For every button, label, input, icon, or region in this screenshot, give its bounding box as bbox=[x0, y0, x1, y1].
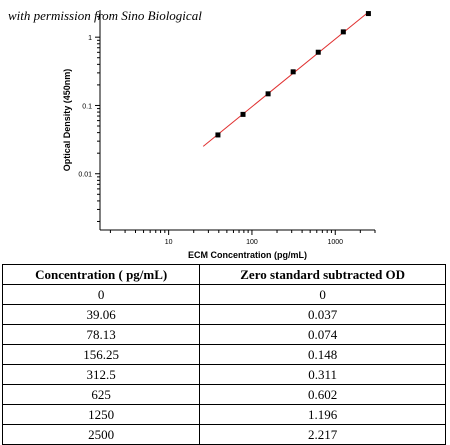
chart-labels: 10 100 1000 0.01 0.1 1 ECM Concentration (pg/m… bbox=[62, 35, 343, 260]
chart-axes bbox=[95, 10, 376, 235]
column-header-concentration: Concentration ( pg/mL) bbox=[1, 264, 201, 285]
standard-curve-chart: 10 100 1000 0.01 0.1 1 ECM Concentration (pg/m… bbox=[62, 10, 376, 260]
data-point bbox=[215, 132, 221, 138]
data-point bbox=[290, 69, 296, 75]
table-cell: 0.037 bbox=[199, 304, 446, 325]
table-cell: 1250 bbox=[1, 404, 201, 425]
table-header-row: Concentration ( pg/mL) Zero standard sub… bbox=[1, 264, 446, 285]
table-cell: 625 bbox=[1, 384, 201, 405]
column-header-od: Zero standard subtracted OD bbox=[199, 264, 446, 285]
table-cell: 156.25 bbox=[1, 344, 201, 365]
table-row: 625 0.602 bbox=[1, 384, 446, 405]
data-point bbox=[365, 11, 371, 17]
data-table: Concentration ( pg/mL) Zero standard sub… bbox=[1, 264, 446, 445]
x-axis-title: ECM Concentration (pg/mL) bbox=[188, 250, 307, 260]
table-cell: 0 bbox=[199, 284, 446, 305]
data-points bbox=[215, 11, 371, 138]
x-tick-label: 100 bbox=[246, 239, 258, 246]
fit-line-group bbox=[202, 11, 369, 147]
table-cell: 0.074 bbox=[199, 324, 446, 345]
table-cell: 1.196 bbox=[199, 404, 446, 425]
table-row: 312.5 0.311 bbox=[1, 364, 446, 385]
table-cell: 2500 bbox=[1, 424, 201, 445]
table-row: 78.13 0.074 bbox=[1, 324, 446, 345]
table-cell: 39.06 bbox=[1, 304, 201, 325]
table-cell: 312.5 bbox=[1, 364, 201, 385]
table-row: 156.25 0.148 bbox=[1, 344, 446, 365]
data-point bbox=[340, 29, 346, 35]
y-tick-label: 1 bbox=[88, 35, 92, 42]
data-point bbox=[240, 111, 246, 117]
table-row: 39.06 0.037 bbox=[1, 304, 446, 325]
y-tick-label: 0.01 bbox=[78, 172, 92, 179]
x-tick-label: 10 bbox=[165, 239, 173, 246]
table-cell: 0.148 bbox=[199, 344, 446, 365]
table-cell: 2.217 bbox=[199, 424, 446, 445]
image-credit: with permission from Sino Biological bbox=[8, 8, 202, 23]
table-cell: 0.311 bbox=[199, 364, 446, 385]
y-tick-label: 0.1 bbox=[82, 103, 92, 110]
table-row: 2500 2.217 bbox=[1, 424, 446, 445]
data-point bbox=[315, 49, 321, 55]
data-point bbox=[265, 91, 271, 97]
x-tick-label: 1000 bbox=[327, 239, 343, 246]
table-row: 1250 1.196 bbox=[1, 404, 446, 425]
table-cell: 0.602 bbox=[199, 384, 446, 405]
fit-line bbox=[202, 11, 369, 147]
table-cell: 0 bbox=[1, 284, 201, 305]
table-cell: 78.13 bbox=[1, 324, 201, 345]
y-axis-title: Optical Density (450nm) bbox=[62, 69, 72, 172]
